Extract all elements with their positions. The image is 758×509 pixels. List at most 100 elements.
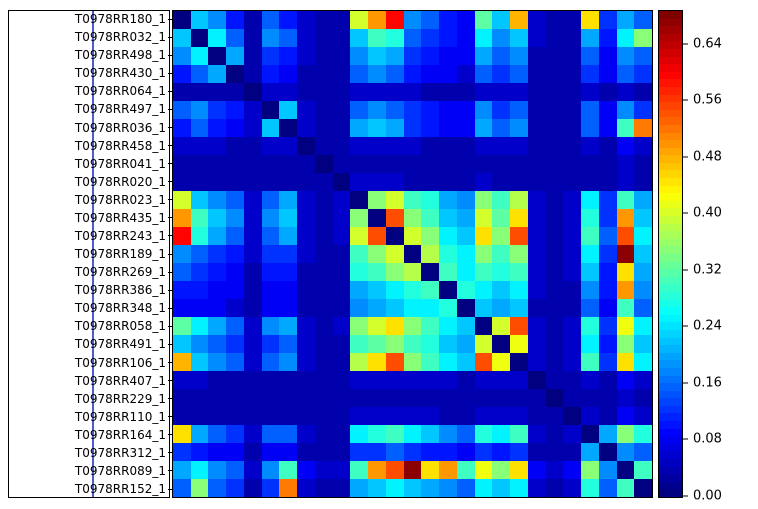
heatmap-cell (314, 101, 333, 119)
heatmap-cell (598, 353, 617, 371)
heatmap-cell (403, 335, 422, 353)
heatmap-cell (492, 479, 511, 497)
colorbar-strip (659, 314, 682, 323)
heatmap-cell (510, 101, 528, 119)
heatmap-cell (545, 119, 564, 137)
y-tick-mark (168, 145, 172, 147)
heatmap-cell (385, 299, 404, 317)
heatmap-cell (598, 11, 617, 29)
heatmap-cell (297, 137, 315, 155)
heatmap-cell (616, 317, 635, 335)
heatmap-cell (226, 245, 244, 263)
heatmap-cell (208, 119, 227, 137)
heatmap-cell (439, 353, 457, 371)
heatmap-cell (581, 425, 599, 443)
heatmap-cell (403, 101, 422, 119)
row-label-text: T0978RR435_1 (74, 210, 166, 225)
heatmap-cell (173, 443, 191, 461)
colorbar-strip (659, 48, 682, 57)
colorbar-strip (659, 489, 682, 497)
heatmap-cell (563, 119, 582, 137)
heatmap-cell (332, 335, 351, 353)
heatmap-cell (385, 101, 404, 119)
colorbar-tick-label: 0.64 (693, 36, 722, 52)
heatmap-cell (598, 425, 617, 443)
y-tick-mark (168, 488, 172, 490)
heatmap-cell (634, 191, 652, 209)
heatmap-cell (456, 371, 475, 389)
y-tick-mark (168, 452, 172, 454)
row-label-text: T0978RR020_1 (74, 174, 166, 189)
heatmap-cell (510, 335, 528, 353)
heatmap-cell (279, 11, 298, 29)
heatmap-cell (385, 29, 404, 47)
colorbar-strip (659, 132, 682, 141)
heatmap-cell (368, 173, 386, 191)
heatmap-cell (208, 479, 227, 497)
heatmap-cell (545, 479, 564, 497)
heatmap-cell (173, 353, 191, 371)
heatmap-cell (456, 245, 475, 263)
heatmap-cell (510, 209, 528, 227)
heatmap-cell (581, 245, 599, 263)
row-label: T0978RR032_1 (8, 28, 172, 46)
heatmap-cell (598, 227, 617, 245)
heatmap-cell (492, 299, 511, 317)
heatmap-cell (190, 29, 209, 47)
y-tick-mark (168, 163, 172, 165)
heatmap-cell (439, 479, 457, 497)
y-tick-mark (168, 127, 172, 128)
heatmap-cell (173, 65, 191, 83)
heatmap-cell (616, 191, 635, 209)
heatmap-cell (527, 479, 546, 497)
heatmap-cell (439, 443, 457, 461)
heatmap-cell (616, 83, 635, 101)
heatmap-cell (598, 83, 617, 101)
heatmap-cell (279, 119, 298, 137)
heatmap-cell (563, 371, 582, 389)
heatmap-cell (403, 281, 422, 299)
heatmap-cell (456, 479, 475, 497)
heatmap-cell (279, 155, 298, 173)
colorbar-strip (659, 79, 682, 87)
heatmap-cell (350, 65, 369, 83)
colorbar-tick-mark (683, 156, 688, 158)
heatmap-cell (261, 317, 280, 335)
heatmap-cell (492, 65, 511, 83)
heatmap-cell (190, 83, 209, 101)
heatmap-cell (243, 137, 262, 155)
heatmap-cell (510, 245, 528, 263)
heatmap-cell (297, 173, 315, 191)
heatmap-cell (634, 479, 652, 497)
heatmap-cell (598, 101, 617, 119)
heatmap-cell (510, 65, 528, 83)
heatmap-cell (208, 227, 227, 245)
heatmap-cell (563, 479, 582, 497)
colorbar-strip (659, 284, 682, 292)
heatmap-cell (474, 299, 493, 317)
heatmap-cell (598, 335, 617, 353)
heatmap-cell (439, 281, 457, 299)
heatmap-cell (563, 353, 582, 371)
row-label: T0978RR110_1 (8, 408, 172, 426)
heatmap-cell (226, 119, 244, 137)
heatmap-cell (545, 353, 564, 371)
heatmap-cell (634, 263, 652, 281)
heatmap-cell (421, 47, 440, 65)
colorbar-strip (659, 11, 682, 19)
heatmap-cell (474, 29, 493, 47)
heatmap-cell (173, 281, 191, 299)
heatmap-cell (190, 263, 209, 281)
heatmap-cell (581, 47, 599, 65)
heatmap-cell (421, 155, 440, 173)
heatmap-cell (439, 461, 457, 479)
heatmap-cell (474, 245, 493, 263)
heatmap-cell (173, 47, 191, 65)
heatmap-cell (279, 101, 298, 119)
heatmap-cell (279, 173, 298, 191)
heatmap-cell (243, 425, 262, 443)
heatmap-cell (350, 137, 369, 155)
heatmap-cell (421, 443, 440, 461)
heatmap-cell (492, 443, 511, 461)
heatmap-cell (261, 191, 280, 209)
